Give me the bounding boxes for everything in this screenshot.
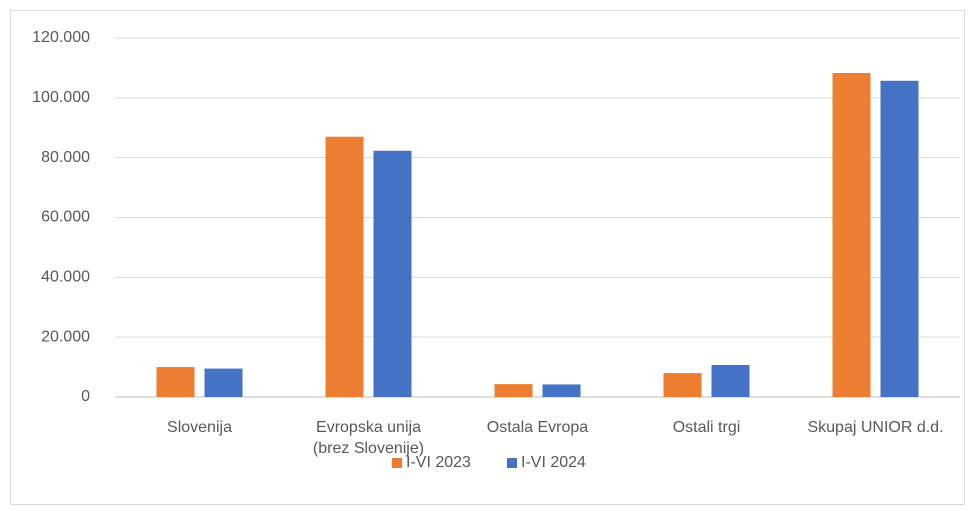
legend-swatch	[392, 458, 402, 468]
bar	[663, 373, 702, 397]
bar	[373, 150, 412, 397]
bar	[156, 367, 195, 397]
y-tick-label: 40.000	[41, 269, 90, 286]
legend-swatch	[507, 458, 517, 468]
y-tick-label: 0	[81, 388, 90, 405]
bar	[832, 73, 871, 397]
legend-label: I-VI 2023	[406, 454, 471, 471]
bar	[880, 80, 919, 398]
bar	[494, 384, 533, 397]
bar	[542, 384, 581, 397]
x-tick-label: Ostala Evropa	[487, 419, 588, 436]
x-tick-label: Slovenija	[167, 419, 232, 436]
legend-label: I-VI 2024	[521, 454, 586, 471]
y-tick-label: 80.000	[41, 149, 90, 166]
x-tick-label: Skupaj UNIOR d.d.	[807, 419, 943, 436]
y-tick-label: 100.000	[32, 89, 90, 106]
y-tick-label: 120.000	[32, 29, 90, 46]
y-tick-label: 60.000	[41, 209, 90, 226]
bar	[204, 368, 243, 397]
x-tick-label: Evropska unija (brez Slovenije)	[313, 419, 424, 457]
y-tick-label: 20.000	[41, 328, 90, 345]
bar	[325, 136, 364, 397]
chart-border	[10, 10, 965, 505]
bar	[711, 364, 750, 397]
x-tick-label: Ostali trgi	[673, 419, 741, 436]
